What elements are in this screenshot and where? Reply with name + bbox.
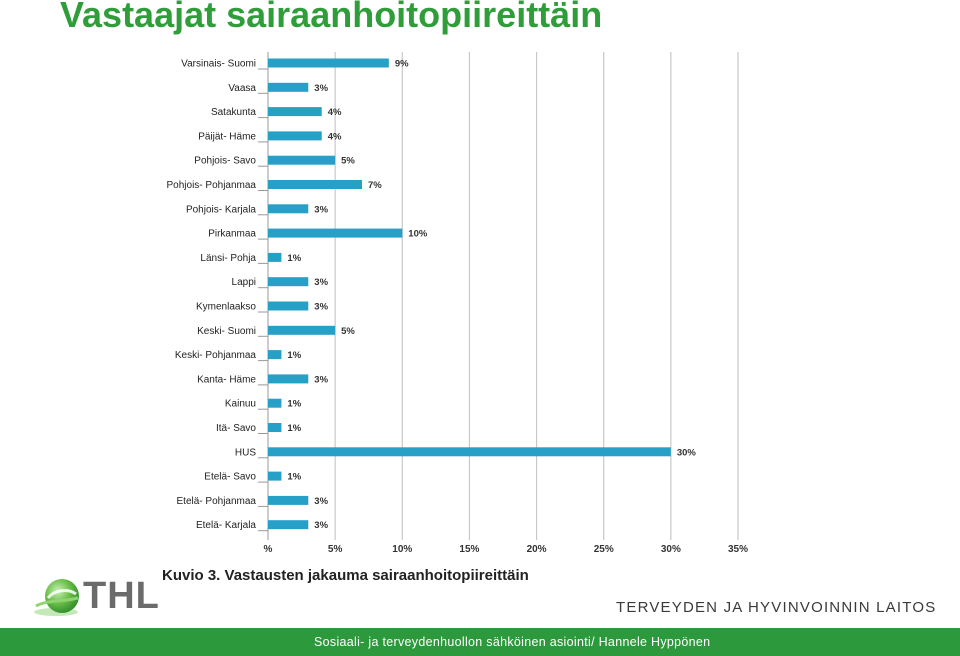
bar xyxy=(268,252,282,262)
data-label: 3% xyxy=(314,302,328,313)
data-label: 3% xyxy=(314,520,328,531)
chart-gridlines xyxy=(267,52,739,540)
bar xyxy=(268,325,336,335)
category-label: HUS xyxy=(235,447,256,458)
bar xyxy=(268,423,282,432)
x-tick-label: 5% xyxy=(328,544,343,555)
category-label: Pohjois- Savo xyxy=(194,156,256,167)
organization-name: TERVEYDEN JA HYVINVOINNIN LAITOS xyxy=(616,599,937,616)
category-label: Kainuu xyxy=(225,399,256,410)
slide-title: Vastaajat sairaanhoitopiireittäin xyxy=(60,0,603,35)
x-tick-label: % xyxy=(264,544,273,555)
category-label: Vaasa xyxy=(228,83,256,94)
data-label: 5% xyxy=(341,326,355,337)
chart-category-labels: Varsinais- Suomi Vaasa Satakunta Päijät- Hä… xyxy=(167,59,268,532)
data-label: 5% xyxy=(341,156,355,167)
bar xyxy=(268,447,671,457)
data-label: 3% xyxy=(314,204,328,215)
x-tick-label: 15% xyxy=(459,544,479,555)
bar xyxy=(268,58,389,68)
bar xyxy=(268,495,309,505)
x-tick-label: 25% xyxy=(594,544,614,555)
data-label: 30% xyxy=(677,447,697,458)
data-label: 7% xyxy=(368,180,382,191)
data-label: 4% xyxy=(328,131,342,142)
data-label: 1% xyxy=(287,423,301,434)
bar xyxy=(268,228,403,238)
bar xyxy=(268,107,322,117)
bar xyxy=(268,471,282,481)
data-label: 10% xyxy=(408,229,428,240)
category-label: Etelä- Pohjanmaa xyxy=(177,496,257,507)
category-label: Etelä- Karjala xyxy=(196,520,256,531)
data-label: 9% xyxy=(395,59,409,70)
bar-chart: Varsinais- Suomi Vaasa Satakunta Päijät- Hä… xyxy=(167,52,749,555)
bar xyxy=(268,180,362,189)
chart-data-labels: 9% 3% 4% 4% 5% 7% 3% 10% 1% 3% 3% 5% 1% 3% 1% 1% 30% 1% 3%… xyxy=(287,59,696,532)
bar xyxy=(268,301,309,311)
category-label: Etelä- Savo xyxy=(204,472,256,483)
chart-x-axis: % 5% 10% 15% 20% 25% 30% 35% xyxy=(264,544,749,555)
category-label: Varsinais- Suomi xyxy=(181,59,256,70)
bar xyxy=(268,350,282,360)
category-label: Kymenlaakso xyxy=(196,302,256,313)
category-label: Keski- Pohjanmaa xyxy=(175,350,257,361)
chart-bars xyxy=(268,58,671,530)
data-label: 3% xyxy=(314,277,328,288)
chart-caption: Kuvio 3. Vastausten jakauma sairaanhoito… xyxy=(162,567,529,584)
category-label: Pohjois- Pohjanmaa xyxy=(167,180,257,191)
category-label: Satakunta xyxy=(211,107,256,118)
x-tick-label: 35% xyxy=(728,544,748,555)
category-label: Pirkanmaa xyxy=(208,229,256,240)
footer-bar: Sosiaali- ja terveydenhuollon sähköinen … xyxy=(0,628,960,656)
data-label: 3% xyxy=(314,496,328,507)
logo-text: THL xyxy=(83,575,160,617)
bar xyxy=(268,520,309,530)
data-label: 1% xyxy=(287,253,301,264)
bar xyxy=(268,155,336,165)
data-label: 1% xyxy=(287,399,301,410)
bar xyxy=(268,398,282,408)
category-label: Lappi xyxy=(232,277,256,288)
x-tick-label: 30% xyxy=(661,544,681,555)
data-label: 4% xyxy=(328,107,342,118)
x-tick-label: 20% xyxy=(527,544,547,555)
data-label: 3% xyxy=(314,374,328,385)
bar xyxy=(268,131,322,141)
bar xyxy=(268,204,309,214)
category-label: Keski- Suomi xyxy=(197,326,256,337)
bar xyxy=(268,82,309,92)
data-label: 1% xyxy=(287,472,301,483)
thl-globe-logo-icon xyxy=(34,579,79,616)
x-tick-label: 10% xyxy=(392,544,412,555)
bar xyxy=(268,277,309,287)
bar xyxy=(268,374,309,384)
category-label: Kanta- Häme xyxy=(197,374,256,385)
data-label: 1% xyxy=(287,350,301,361)
category-label: Itä- Savo xyxy=(216,423,256,434)
category-label: Päijät- Häme xyxy=(198,131,256,142)
footer-text: Sosiaali- ja terveydenhuollon sähköinen … xyxy=(314,635,711,649)
data-label: 3% xyxy=(314,83,328,94)
category-label: Pohjois- Karjala xyxy=(186,204,256,215)
category-label: Länsi- Pohja xyxy=(200,253,256,264)
